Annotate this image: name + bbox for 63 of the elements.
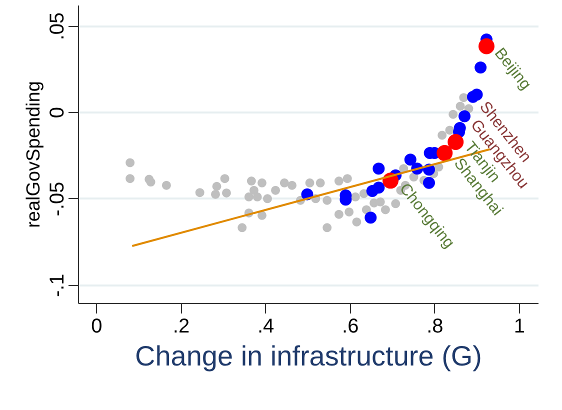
point	[146, 178, 156, 187]
point	[364, 212, 377, 224]
point	[322, 196, 332, 205]
point	[344, 207, 354, 216]
point	[372, 162, 385, 175]
point	[280, 178, 289, 188]
x-tick-label: .8	[426, 316, 444, 338]
point	[195, 188, 204, 198]
x-tick-label: 0	[91, 316, 102, 338]
point	[342, 174, 352, 184]
point	[238, 223, 247, 232]
point	[445, 126, 454, 135]
point	[126, 174, 135, 184]
x-tick-label: .6	[342, 316, 359, 338]
point	[249, 186, 258, 195]
point	[252, 192, 262, 202]
point	[474, 62, 487, 74]
point	[448, 110, 458, 119]
point	[220, 174, 230, 184]
point	[262, 194, 272, 204]
y-axis-title: realGovSpending	[24, 81, 44, 228]
point	[257, 178, 266, 188]
point	[458, 110, 471, 122]
point	[366, 185, 378, 198]
point	[436, 145, 453, 162]
point	[222, 188, 231, 198]
point	[391, 199, 400, 208]
y-tick-label: .05	[46, 12, 68, 40]
point	[352, 217, 362, 226]
point	[409, 172, 418, 182]
point	[244, 192, 254, 202]
point	[210, 190, 220, 199]
point	[246, 176, 256, 186]
point	[322, 223, 332, 232]
x-tick-label: .4	[257, 316, 274, 338]
x-tick-label: .2	[172, 316, 190, 338]
point	[334, 210, 344, 219]
point	[438, 130, 447, 140]
point	[478, 38, 494, 54]
point	[257, 210, 266, 220]
point	[316, 178, 325, 188]
point	[126, 158, 135, 168]
point	[456, 102, 465, 111]
point	[359, 189, 368, 198]
point	[334, 176, 344, 186]
point	[162, 180, 171, 190]
point	[305, 178, 314, 188]
point	[448, 134, 464, 150]
point	[362, 205, 371, 214]
point	[376, 197, 385, 206]
point	[470, 88, 483, 101]
y-tick-label: 0	[46, 107, 68, 118]
x-axis-title: Change in infrastructure (G)	[134, 340, 482, 372]
point	[404, 154, 416, 166]
y-tick-label: -.1	[46, 274, 68, 298]
point	[288, 180, 297, 190]
point	[350, 192, 360, 202]
point	[380, 205, 390, 214]
point	[212, 182, 222, 191]
x-tick-label: 1	[514, 316, 526, 338]
point	[271, 186, 280, 195]
y-tick-label: -.05	[46, 182, 68, 216]
point	[459, 93, 468, 102]
